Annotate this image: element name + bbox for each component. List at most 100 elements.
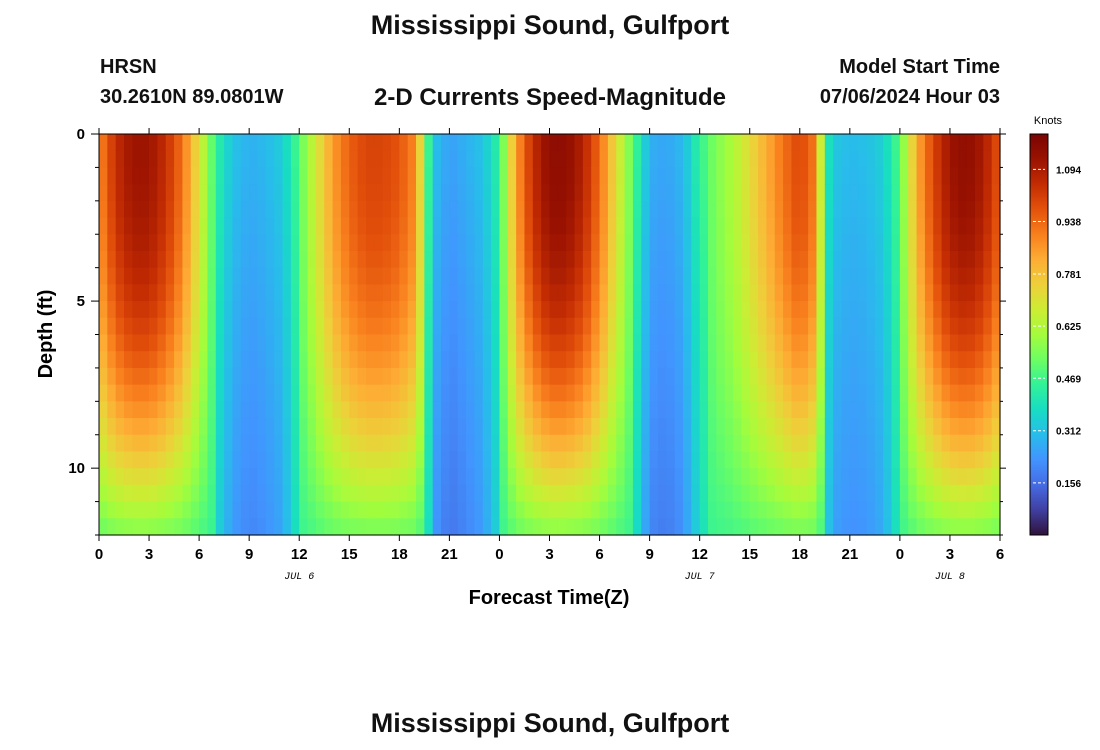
- heatmap-cell: [507, 167, 517, 185]
- heatmap-cell: [974, 150, 984, 169]
- heatmap-cell: [124, 367, 133, 386]
- heatmap-cell: [966, 200, 976, 219]
- heatmap-cell: [332, 434, 342, 453]
- heatmap-cell: [107, 134, 117, 152]
- heatmap-cell: [149, 184, 158, 202]
- x-tick-label: 9: [645, 546, 653, 563]
- heatmap-cell: [190, 418, 200, 436]
- heatmap-cell: [891, 351, 901, 369]
- heatmap-cell: [924, 267, 934, 285]
- heatmap-cell: [374, 301, 384, 319]
- footer-title: Mississippi Sound, Gulfport: [370, 708, 730, 738]
- heatmap-cell: [741, 351, 751, 369]
- heatmap-cell: [157, 518, 167, 536]
- heatmap-cell: [224, 367, 234, 386]
- heatmap-cell: [866, 484, 876, 503]
- heatmap-cell: [274, 367, 284, 386]
- heatmap-cell: [916, 184, 926, 202]
- heatmap-cell: [174, 284, 184, 302]
- heatmap-cell: [140, 134, 150, 152]
- heatmap-cell: [532, 134, 542, 152]
- heatmap-cell: [849, 518, 859, 536]
- heatmap-cell: [849, 167, 859, 185]
- heatmap-cell: [532, 367, 542, 386]
- heatmap-cell: [499, 468, 509, 486]
- heatmap-cell: [390, 200, 400, 219]
- heatmap-cell: [607, 501, 617, 519]
- heatmap-cell: [649, 484, 659, 503]
- heatmap-cell: [457, 200, 467, 219]
- heatmap-cell: [157, 284, 167, 302]
- heatmap-cell: [382, 200, 392, 219]
- heatmap-cell: [924, 418, 934, 436]
- heatmap-cell: [916, 484, 926, 503]
- heatmap-cell: [724, 451, 734, 469]
- heatmap-cell: [874, 468, 884, 486]
- heatmap-cell: [299, 250, 309, 269]
- heatmap-cell: [599, 468, 609, 486]
- heatmap-cell: [566, 401, 576, 419]
- heatmap-cell: [232, 284, 242, 302]
- heatmap-cell: [607, 518, 617, 536]
- heatmap-cell: [783, 518, 793, 536]
- heatmap-cell: [149, 401, 158, 419]
- heatmap-cell: [691, 334, 701, 352]
- heatmap-cell: [899, 518, 909, 536]
- heatmap-cell: [274, 484, 284, 503]
- heatmap-cell: [165, 284, 175, 302]
- heatmap-cell: [933, 384, 943, 402]
- heatmap-cell: [482, 234, 492, 252]
- heatmap-cell: [182, 284, 192, 302]
- heatmap-cell: [299, 167, 309, 185]
- heatmap-cell: [758, 468, 767, 486]
- heatmap-cell: [332, 518, 342, 536]
- heatmap-cell: [933, 434, 943, 453]
- heatmap-cell: [883, 301, 893, 319]
- heatmap-cell: [924, 250, 934, 269]
- heatmap-cell: [441, 418, 450, 436]
- heatmap-cell: [557, 134, 567, 152]
- heatmap-cell: [966, 518, 976, 536]
- heatmap-cell: [899, 150, 909, 169]
- heatmap-cell: [549, 250, 559, 269]
- heatmap-cell: [899, 284, 909, 302]
- heatmap-cell: [824, 451, 834, 469]
- heatmap-cell: [365, 401, 375, 419]
- heatmap-cell: [190, 351, 200, 369]
- heatmap-cell: [632, 134, 642, 152]
- heatmap-cell: [449, 134, 459, 152]
- heatmap-cell: [215, 334, 225, 352]
- heatmap-cell: [149, 367, 158, 386]
- heatmap-cell: [874, 351, 884, 369]
- heatmap-cell: [407, 451, 417, 469]
- heatmap-cell: [874, 317, 884, 336]
- heatmap-cell: [541, 267, 551, 285]
- heatmap-cell: [432, 351, 442, 369]
- heatmap-cell: [124, 184, 133, 202]
- heatmap-cell: [724, 418, 734, 436]
- heatmap-cell: [849, 234, 859, 252]
- heatmap-cell: [265, 418, 275, 436]
- heatmap-cell: [649, 334, 659, 352]
- heatmap-cell: [324, 518, 334, 536]
- heatmap-cell: [849, 217, 859, 235]
- heatmap-cell: [182, 434, 192, 453]
- heatmap-cell: [466, 250, 476, 269]
- heatmap-cell: [307, 250, 317, 269]
- heatmap-cell: [666, 301, 676, 319]
- heatmap-cell: [849, 150, 859, 169]
- heatmap-cell: [457, 518, 467, 536]
- heatmap-cell: [774, 250, 784, 269]
- heatmap-cell: [749, 334, 759, 352]
- heatmap-cell: [616, 267, 626, 285]
- heatmap-cell: [641, 468, 651, 486]
- heatmap-cell: [207, 184, 217, 202]
- heatmap-cell: [240, 401, 250, 419]
- heatmap-cell: [816, 367, 826, 386]
- heatmap-cell: [99, 167, 108, 185]
- heatmap-cell: [399, 200, 409, 219]
- heatmap-cell: [708, 384, 717, 402]
- heatmap-cell: [240, 267, 250, 285]
- heatmap-cell: [607, 234, 617, 252]
